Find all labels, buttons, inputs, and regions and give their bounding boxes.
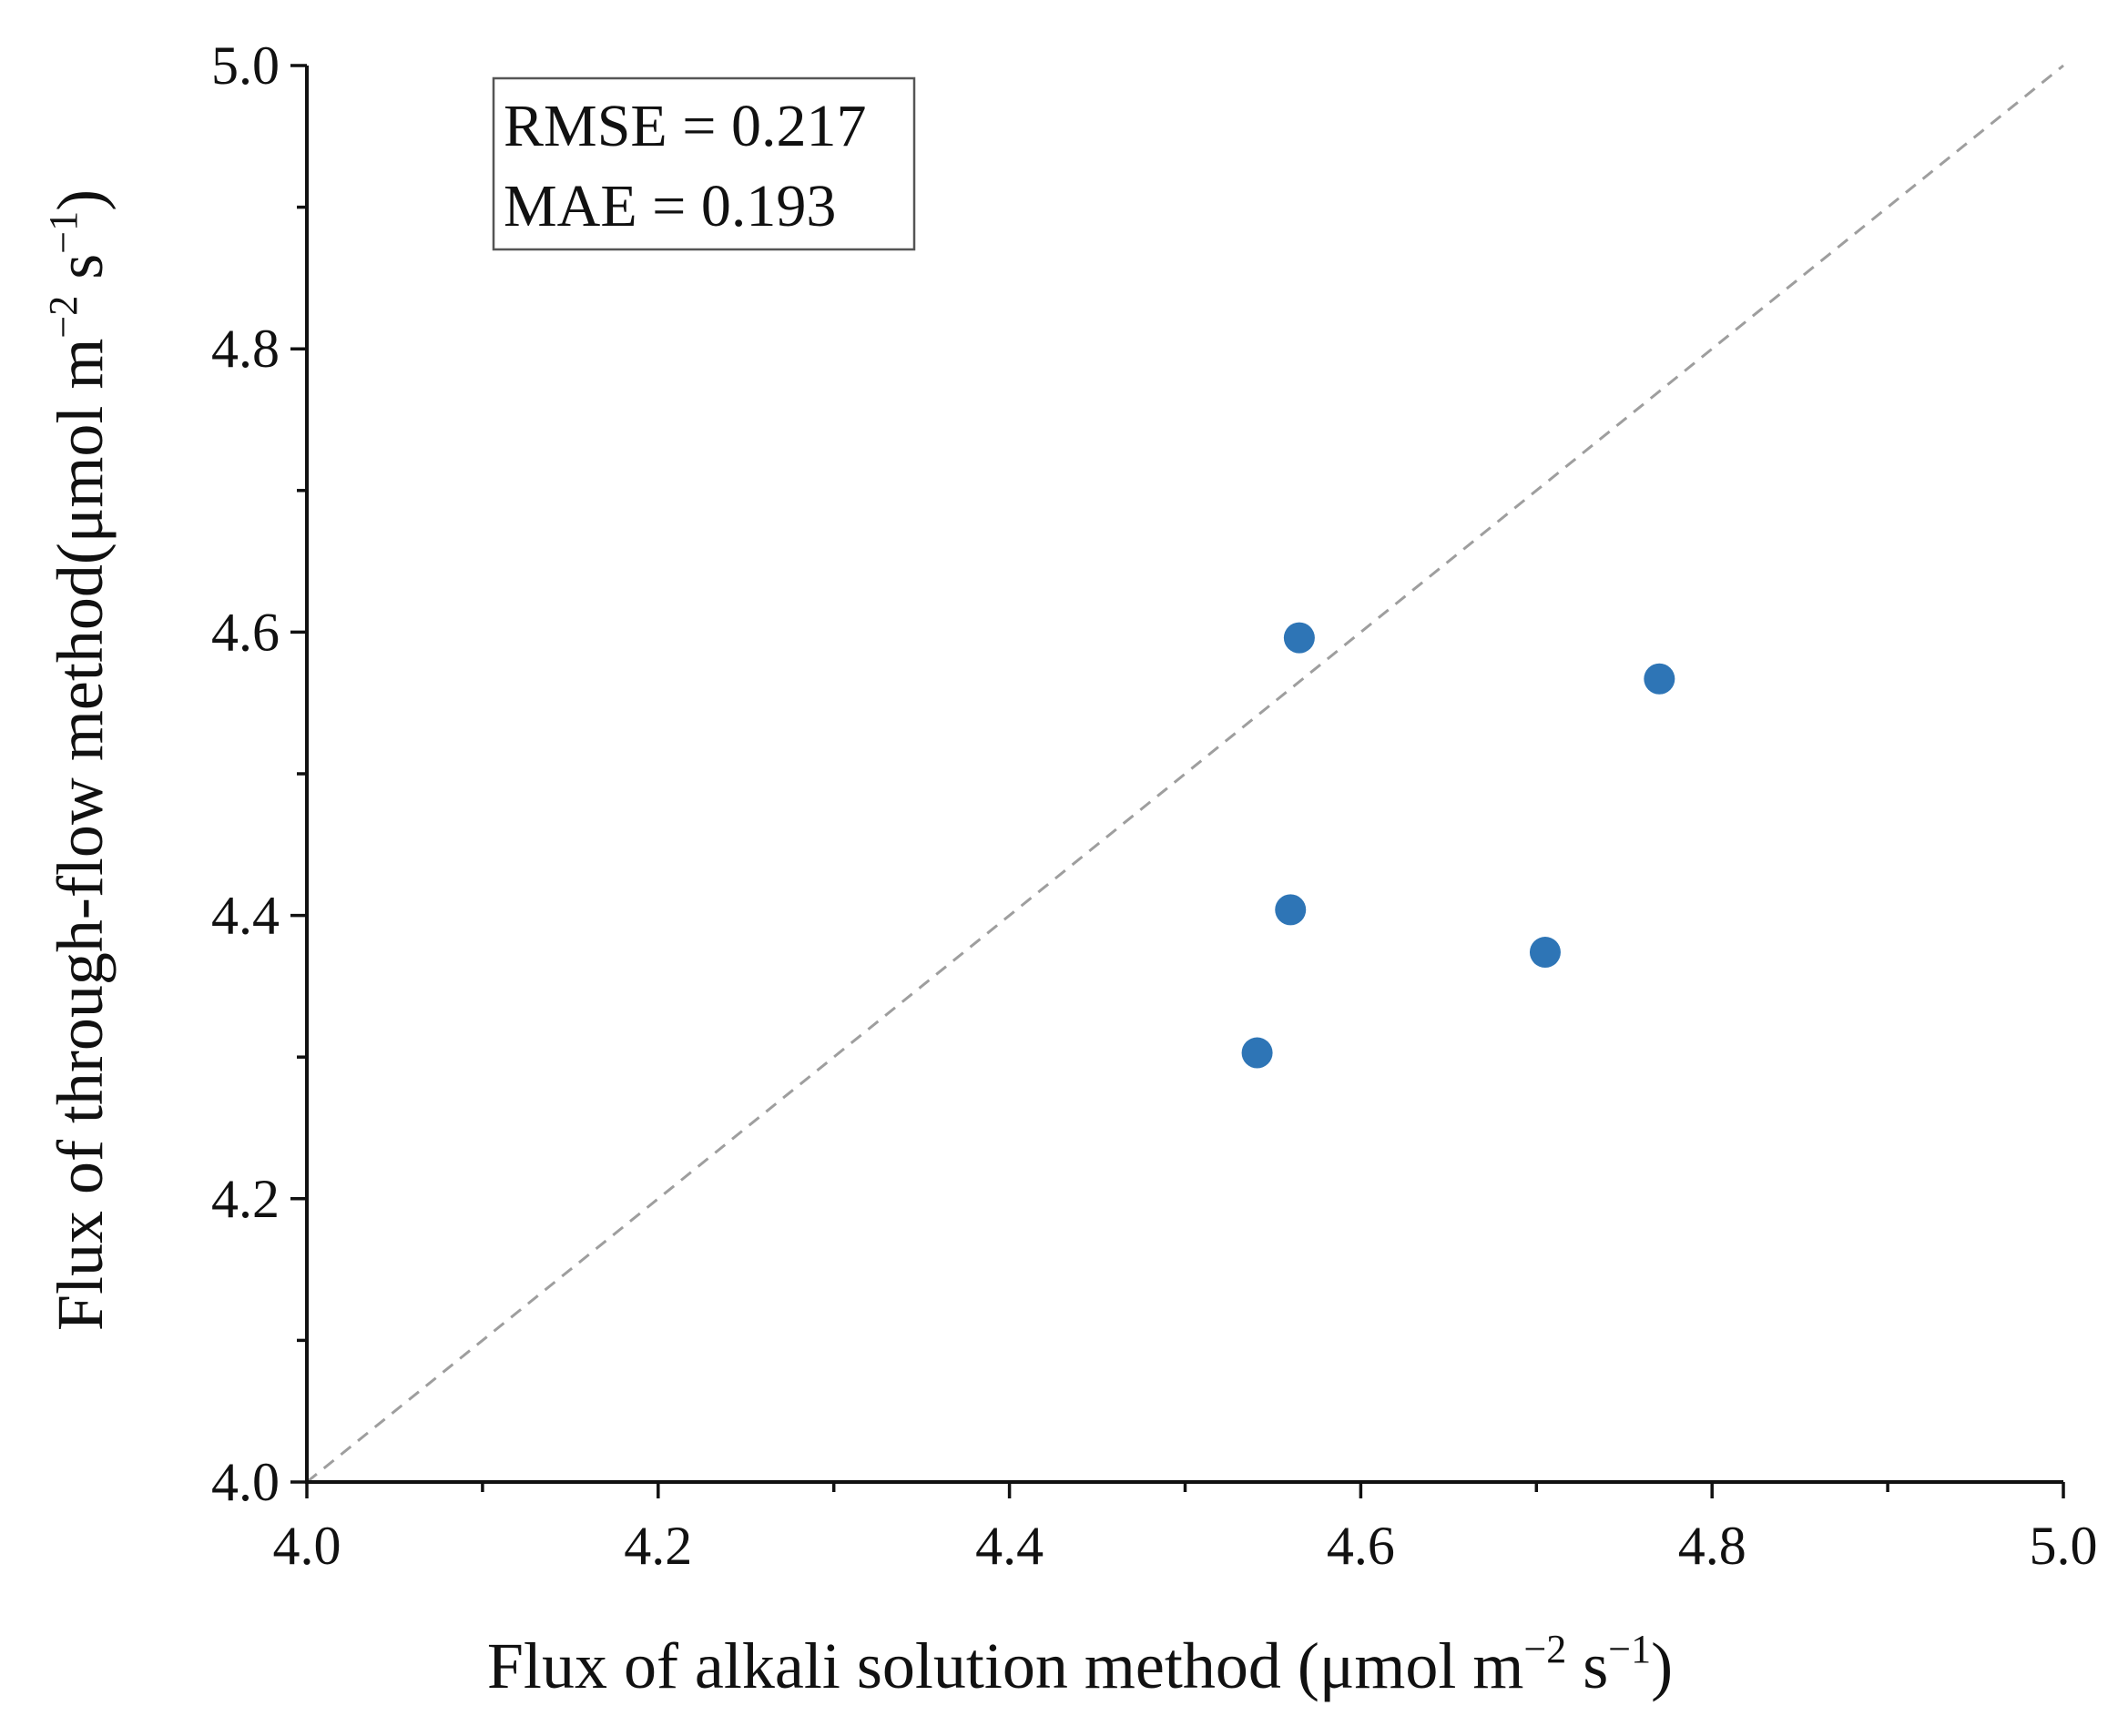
x-tick-label: 5.0 (2030, 1516, 2098, 1576)
x-tick-label: 4.6 (1327, 1516, 1395, 1576)
y-tick-label: 4.6 (211, 602, 280, 662)
data-point (1529, 937, 1561, 969)
axis-ticks (290, 64, 2065, 1498)
data-point (1275, 894, 1307, 926)
y-axis-title: Flux of through-flow method(μmol m−2 s−1… (41, 189, 117, 1331)
x-axis-title: Flux of alkali solution method (μmol m−2… (487, 1627, 1673, 1702)
rmse-label: RMSE = 0.217 (504, 93, 866, 159)
data-point (1283, 622, 1315, 654)
axis-tick-labels: 4.0 4.2 4.4 4.6 4.8 5.0 4.0 4.2 4.4 4.6 4.8 5.0 (211, 36, 2098, 1576)
x-tick-label: 4.2 (624, 1516, 692, 1576)
x-tick-label: 4.8 (1678, 1516, 1746, 1576)
data-point (1241, 1037, 1273, 1069)
stats-box: RMSE = 0.217 MAE = 0.193 (492, 76, 916, 251)
reference-line-1to1 (306, 64, 2064, 1484)
data-point (1644, 663, 1675, 695)
x-tick-label: 4.0 (273, 1516, 341, 1576)
y-tick-label: 4.2 (211, 1169, 280, 1229)
y-tick-label: 4.4 (211, 886, 280, 946)
y-tick-label: 5.0 (211, 36, 280, 96)
x-tick-label: 4.4 (975, 1516, 1044, 1576)
y-tick-label: 4.8 (211, 319, 280, 379)
y-tick-label: 4.0 (211, 1452, 280, 1512)
data-points (1241, 622, 1675, 1069)
mae-label: MAE = 0.193 (504, 173, 836, 239)
